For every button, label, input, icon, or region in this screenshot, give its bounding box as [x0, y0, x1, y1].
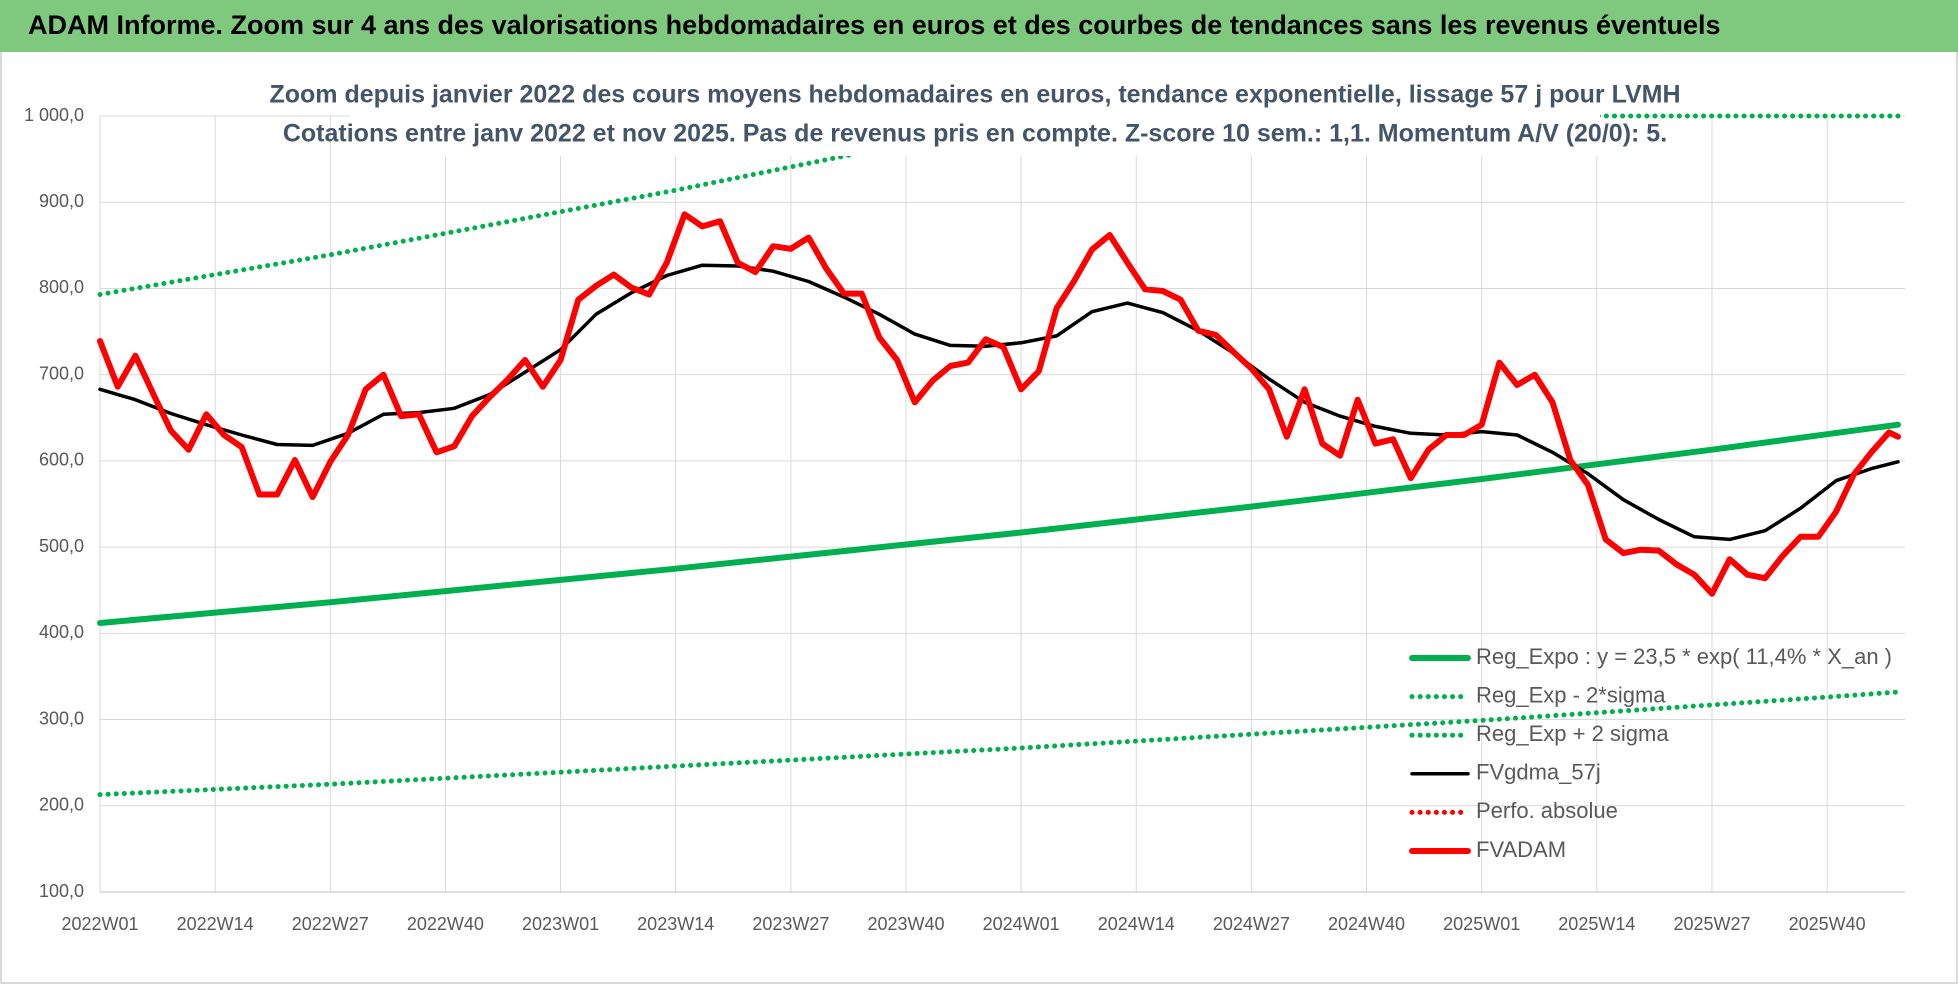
- banner-title: ADAM Informe. Zoom sur 4 ans des valoris…: [28, 10, 1721, 40]
- y-tick-label: 300,0: [39, 708, 84, 728]
- y-tick-label: 800,0: [39, 277, 84, 297]
- x-tick-label: 2023W27: [752, 914, 829, 934]
- x-tick-label: 2025W27: [1673, 914, 1750, 934]
- x-tick-label: 2025W01: [1443, 914, 1520, 934]
- grid: 100,0 200,0 300,0 400,0 500,0 600,0 700,0 800,0…: [24, 105, 1905, 934]
- chart-subtitle: Cotations entre janv 2022 et nov 2025. P…: [283, 120, 1667, 148]
- x-tick-label: 2024W40: [1328, 914, 1405, 934]
- legend-label: Reg_Exp - 2*sigma: [1476, 682, 1666, 707]
- y-tick-label: 600,0: [39, 450, 84, 470]
- x-tick-label: 2022W01: [61, 914, 138, 934]
- legend-label: Perfo. absolue: [1476, 798, 1618, 823]
- y-tick-label: 1 000,0: [24, 105, 84, 125]
- y-tick-label: 100,0: [39, 881, 84, 901]
- x-tick-label: 2022W14: [177, 914, 254, 934]
- legend-label: Reg_Expo : y = 23,5 * exp( 11,4% * X_an …: [1476, 644, 1892, 669]
- y-tick-label: 700,0: [39, 363, 84, 383]
- chart-title: Zoom depuis janvier 2022 des cours moyen…: [269, 81, 1680, 109]
- x-tick-label: 2023W01: [522, 914, 599, 934]
- x-tick-label: 2024W14: [1098, 914, 1175, 934]
- legend: Reg_Expo : y = 23,5 * exp( 11,4% * X_an …: [1409, 644, 1892, 862]
- y-tick-label: 400,0: [39, 622, 84, 642]
- legend-label: FVgdma_57j: [1476, 760, 1601, 785]
- title-box: [350, 74, 1600, 156]
- y-tick-label: 500,0: [39, 536, 84, 556]
- y-tick-label: 900,0: [39, 191, 84, 211]
- legend-label: Reg_Exp + 2 sigma: [1476, 721, 1669, 746]
- x-tick-label: 2025W40: [1789, 914, 1866, 934]
- x-tick-label: 2024W01: [983, 914, 1060, 934]
- x-tick-label: 2023W14: [637, 914, 714, 934]
- legend-label: FVADAM: [1476, 837, 1566, 862]
- x-tick-label: 2025W14: [1558, 914, 1635, 934]
- y-tick-label: 200,0: [39, 795, 84, 815]
- series-line: [97, 689, 1901, 798]
- x-tick-label: 2023W40: [867, 914, 944, 934]
- series-line: [97, 421, 1901, 626]
- banner: [0, 0, 1958, 52]
- x-tick-label: 2024W27: [1213, 914, 1290, 934]
- x-tick-label: 2022W40: [407, 914, 484, 934]
- x-tick-label: 2022W27: [292, 914, 369, 934]
- series-line: [97, 211, 1901, 597]
